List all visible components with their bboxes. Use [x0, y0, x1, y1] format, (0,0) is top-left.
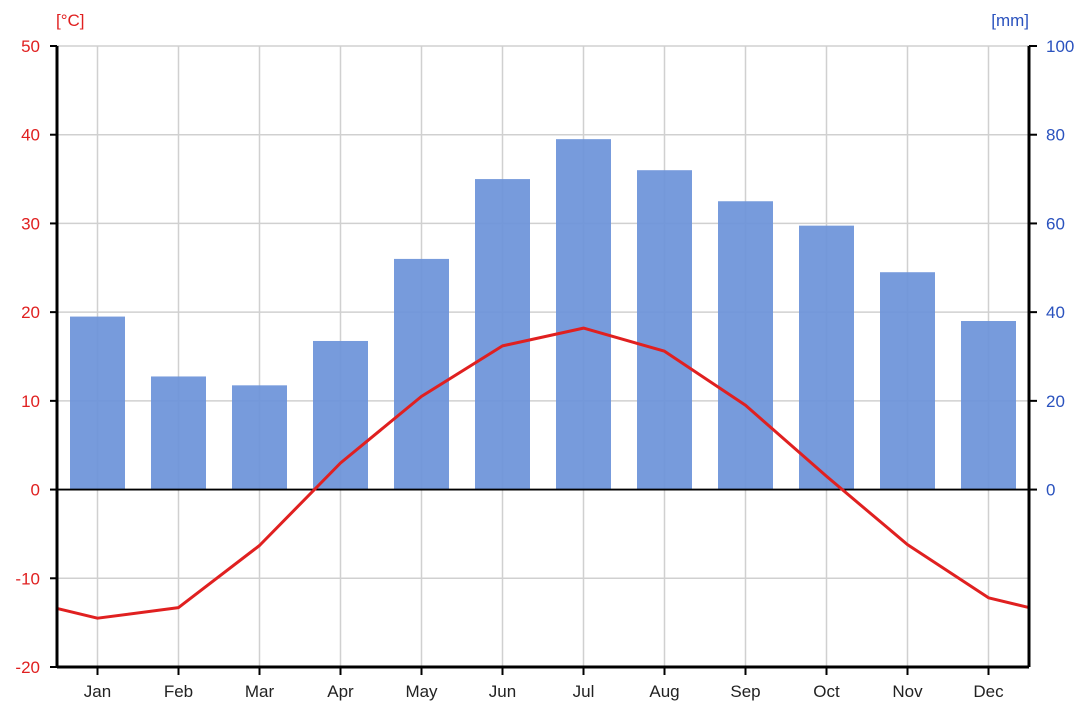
- x-axis-label-dec: Dec: [973, 682, 1004, 701]
- x-axis-label-jul: Jul: [573, 682, 595, 701]
- x-axis-label-may: May: [405, 682, 438, 701]
- precipitation-bar-nov: [880, 272, 935, 490]
- x-axis-label-nov: Nov: [892, 682, 923, 701]
- precipitation-bars: [70, 139, 1016, 490]
- temperature-line: [56, 326, 1030, 620]
- left-axis-tick-label: 0: [31, 481, 40, 500]
- right-axis-unit-label: [mm]: [991, 11, 1029, 30]
- right-axis-tick-label: 60: [1046, 214, 1065, 233]
- precipitation-bar-may: [394, 258, 449, 490]
- left-axis-tick-label: 40: [21, 126, 40, 145]
- left-axis-tick-label: -20: [15, 658, 40, 677]
- left-axis-tick-label: -10: [15, 569, 40, 588]
- x-axis-label-feb: Feb: [164, 682, 193, 701]
- right-axis-tick-label: 40: [1046, 303, 1065, 322]
- x-axis-label-apr: Apr: [327, 682, 354, 701]
- precipitation-bar-jan: [70, 316, 125, 490]
- left-axis-tick-label: 20: [21, 303, 40, 322]
- x-axis-label-jan: Jan: [84, 682, 111, 701]
- x-axis-label-aug: Aug: [649, 682, 679, 701]
- precipitation-bar-jun: [475, 179, 530, 490]
- precipitation-bar-sep: [718, 201, 773, 490]
- right-axis-tick-label: 80: [1046, 126, 1065, 145]
- precipitation-bar-dec: [961, 321, 1016, 490]
- right-axis-tick-label: 0: [1046, 481, 1055, 500]
- left-axis-tick-label: 30: [21, 214, 40, 233]
- x-axis-label-sep: Sep: [730, 682, 760, 701]
- right-axis-tick-label: 20: [1046, 392, 1065, 411]
- axes: -20 -10 0 10 20 30 40 50 0 20 40 60 80 100 Jan Feb Mar Ap…: [15, 37, 1074, 701]
- x-axis-label-oct: Oct: [813, 682, 840, 701]
- left-axis-tick-label: 50: [21, 37, 40, 56]
- precipitation-bar-apr: [313, 340, 368, 490]
- x-axis-label-jun: Jun: [489, 682, 516, 701]
- right-axis-tick-label: 100: [1046, 37, 1074, 56]
- precipitation-bar-feb: [151, 376, 206, 490]
- precipitation-bar-mar: [232, 385, 287, 490]
- left-axis-tick-label: 10: [21, 392, 40, 411]
- temperature-line-group: [56, 326, 1030, 620]
- precipitation-bar-jul: [556, 139, 611, 490]
- x-axis-label-mar: Mar: [245, 682, 275, 701]
- precipitation-bar-aug: [637, 170, 692, 490]
- left-axis-unit-label: [°C]: [56, 11, 85, 30]
- precipitation-bar-oct: [799, 225, 854, 490]
